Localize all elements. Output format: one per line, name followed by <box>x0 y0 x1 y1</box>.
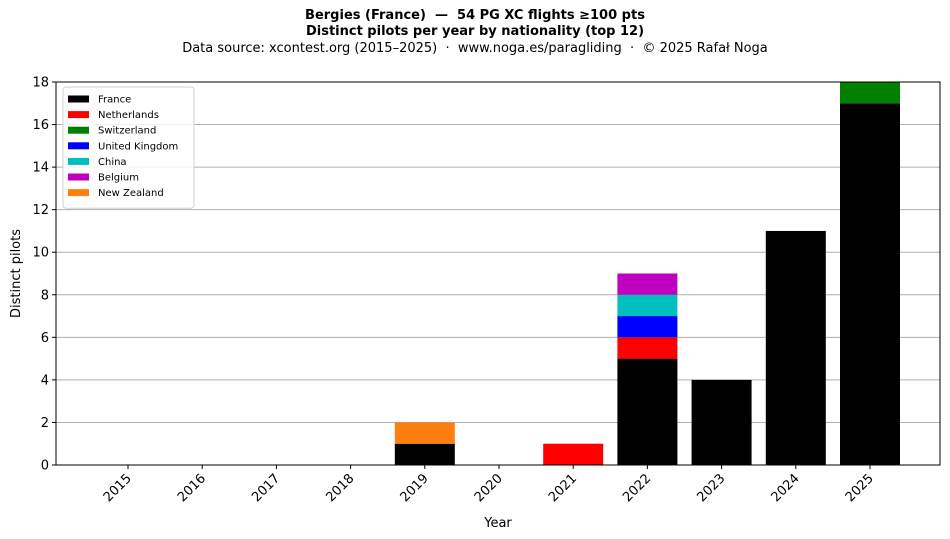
x-tick-label: 2015 <box>101 471 135 505</box>
plot-frame <box>55 81 941 466</box>
chart-title: Bergies (France) — 54 PG XC flights ≥100… <box>305 8 645 23</box>
y-tick-label: 18 <box>32 76 49 91</box>
y-tick-label: 10 <box>32 246 49 261</box>
x-tick-label: 2018 <box>323 471 357 505</box>
chart-source-note: Data source: xcontest.org (2015–2025) · … <box>182 41 768 56</box>
x-axis-label: Year <box>483 516 512 531</box>
x-tick-label: 2017 <box>249 471 283 505</box>
bar-segment-netherlands <box>617 337 678 359</box>
x-tick-label: 2019 <box>398 471 432 505</box>
bar-segment-france <box>691 379 752 465</box>
y-tick-label: 16 <box>32 118 49 133</box>
x-tick-label: 2021 <box>546 471 580 505</box>
legend-label: New Zealand <box>98 188 164 199</box>
legend-label: France <box>98 95 131 106</box>
bar-segment-new-zealand <box>394 422 455 444</box>
legend-swatch <box>68 95 89 103</box>
x-tick-label: 2022 <box>620 471 654 505</box>
x-tick-label: 2025 <box>843 471 877 505</box>
y-tick-label: 2 <box>41 416 49 431</box>
bar-segment-united-kingdom <box>617 316 678 338</box>
y-tick-label: 0 <box>41 459 49 474</box>
bar-segment-france <box>394 443 455 465</box>
chart-title-block: Bergies (France) — 54 PG XC flights ≥100… <box>0 8 950 57</box>
x-tick-label: 2016 <box>175 471 209 505</box>
bar-segment-france <box>617 358 678 465</box>
legend-swatch <box>68 173 89 181</box>
legend-swatch <box>68 111 89 119</box>
y-tick-label: 6 <box>41 331 49 346</box>
legend-swatch <box>68 126 89 134</box>
bar-segment-netherlands <box>543 443 604 465</box>
y-tick-label: 14 <box>32 161 49 176</box>
y-tick-label: 12 <box>32 203 49 218</box>
legend-swatch <box>68 157 89 165</box>
legend: France Netherlands Switzerland United Kingd… <box>62 86 195 209</box>
legend-label: Netherlands <box>98 110 159 121</box>
bar-segment-china <box>617 294 678 317</box>
y-axis-label: Distinct pilots <box>9 229 24 318</box>
bar-segment-belgium <box>617 273 678 295</box>
x-tick-label: 2020 <box>472 471 506 505</box>
x-tick-label: 2024 <box>769 471 803 505</box>
legend-swatch <box>68 189 89 197</box>
bar-segment-switzerland <box>840 82 900 104</box>
chart-subtitle: Distinct pilots per year by nationality … <box>305 24 645 39</box>
legend-label: China <box>98 157 127 168</box>
legend-label: Switzerland <box>98 126 156 137</box>
legend-box <box>62 86 195 209</box>
bar-segment-france <box>840 103 900 466</box>
y-tick-label: 4 <box>41 373 49 388</box>
legend-label: United Kingdom <box>98 141 178 152</box>
x-tick-label: 2023 <box>694 471 728 505</box>
legend-label: Belgium <box>98 173 139 184</box>
y-tick-label: 8 <box>41 288 49 303</box>
bars <box>394 82 900 466</box>
legend-swatch <box>68 142 89 150</box>
bar-segment-france <box>765 230 826 465</box>
